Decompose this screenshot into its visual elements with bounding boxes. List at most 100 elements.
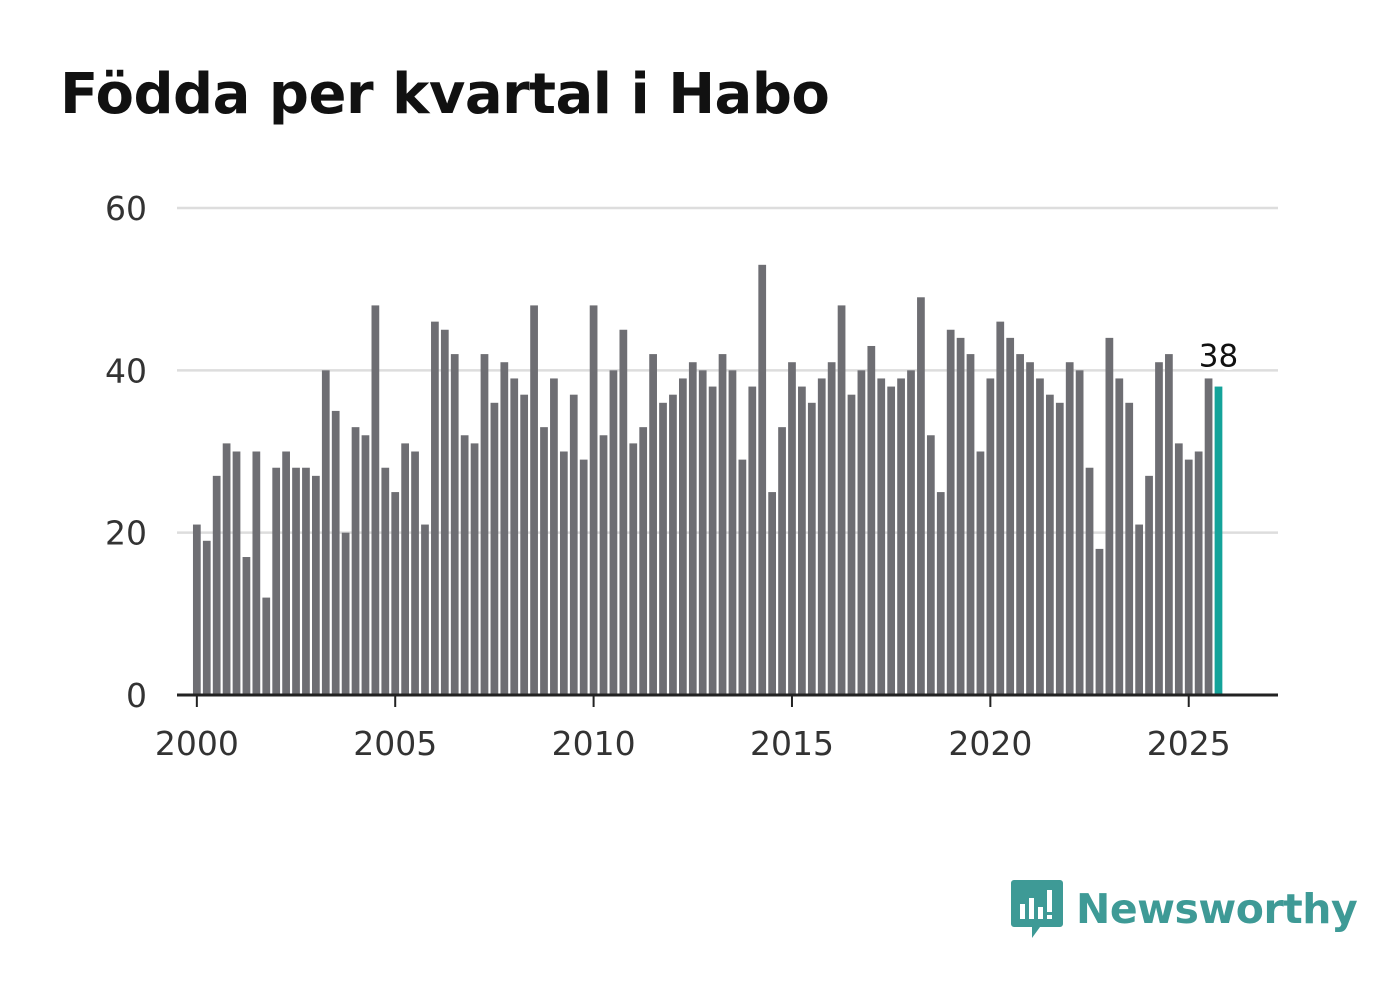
y-tick-label: 20	[105, 514, 147, 553]
newsworthy-logo-icon	[1011, 880, 1063, 938]
bar	[728, 370, 737, 695]
bar	[262, 597, 271, 695]
bar	[1115, 378, 1124, 695]
bar	[371, 305, 380, 695]
bar	[1214, 386, 1223, 695]
bar	[1184, 459, 1193, 695]
bar	[1045, 394, 1054, 695]
bar	[897, 378, 905, 695]
bar	[282, 451, 290, 695]
bar	[837, 305, 846, 695]
bar	[302, 467, 310, 695]
bar	[976, 451, 985, 695]
chart-title: Födda per kvartal i Habo	[60, 62, 830, 127]
bar	[678, 378, 687, 695]
bar	[966, 354, 975, 695]
bar	[817, 378, 826, 695]
bar	[411, 451, 419, 695]
bar	[1165, 354, 1173, 695]
bar	[431, 321, 439, 695]
bar	[272, 467, 281, 695]
last-value-label: 38	[1199, 339, 1238, 375]
bar	[1026, 362, 1034, 695]
x-tick-label: 2000	[155, 724, 239, 763]
bar	[956, 337, 965, 695]
bar	[877, 378, 886, 695]
bar	[311, 475, 320, 695]
bar	[470, 443, 479, 695]
bar	[1174, 443, 1183, 695]
bar	[619, 329, 628, 695]
bar	[599, 435, 608, 695]
bar	[827, 362, 836, 695]
bar	[649, 354, 657, 695]
bar	[1095, 548, 1104, 695]
bar	[946, 329, 955, 695]
bar	[490, 402, 499, 695]
bar	[1105, 337, 1114, 695]
bar	[1075, 370, 1084, 695]
bar	[331, 410, 340, 695]
bar	[569, 394, 578, 695]
bar	[391, 492, 400, 695]
bar	[857, 370, 866, 695]
bar	[907, 370, 915, 695]
bar	[778, 427, 786, 695]
bar	[242, 557, 251, 695]
bar	[440, 329, 449, 695]
bar	[559, 451, 568, 695]
bar	[232, 451, 241, 695]
bar	[1135, 524, 1144, 695]
bar	[758, 264, 767, 695]
bar	[381, 467, 390, 695]
bar	[708, 386, 717, 695]
bar	[1155, 362, 1163, 695]
y-tick-label: 60	[105, 189, 147, 228]
bar	[748, 386, 757, 695]
bar	[1085, 467, 1094, 695]
bar	[351, 427, 360, 695]
bar	[659, 402, 667, 695]
bar	[738, 459, 747, 695]
bar	[222, 443, 231, 695]
bar	[292, 467, 300, 695]
bar	[936, 492, 945, 695]
bar	[1055, 402, 1064, 695]
bar	[788, 362, 796, 695]
grid-lines	[177, 206, 1278, 534]
bar	[926, 435, 935, 695]
bar	[192, 524, 201, 695]
bar	[510, 378, 519, 695]
x-tick-label: 2025	[1147, 724, 1231, 763]
bar	[867, 345, 876, 695]
bar	[450, 354, 459, 695]
x-tick-label: 2005	[353, 724, 437, 763]
bar	[996, 321, 1005, 695]
x-tick-label: 2020	[948, 724, 1032, 763]
bar	[401, 443, 410, 695]
x-tick-label: 2015	[750, 724, 834, 763]
bar	[917, 297, 925, 695]
bar	[321, 370, 330, 695]
bar	[609, 370, 618, 695]
bar	[798, 386, 806, 695]
y-tick-label: 0	[126, 676, 147, 715]
bar	[986, 378, 995, 695]
x-tick-label: 2010	[552, 724, 636, 763]
bar	[688, 362, 697, 695]
bar	[1036, 378, 1044, 695]
bar	[1204, 378, 1213, 695]
bar	[1065, 362, 1074, 695]
bar	[550, 378, 558, 695]
bar	[460, 435, 469, 695]
bar	[1125, 402, 1134, 695]
bar	[530, 305, 538, 695]
bar	[252, 451, 261, 695]
bar	[698, 370, 707, 695]
data-labels: 38	[1196, 336, 1241, 378]
bar	[361, 435, 370, 695]
bar	[421, 524, 429, 695]
newsworthy-brand[interactable]: Newsworthy	[1010, 878, 1358, 940]
bar	[807, 402, 816, 695]
